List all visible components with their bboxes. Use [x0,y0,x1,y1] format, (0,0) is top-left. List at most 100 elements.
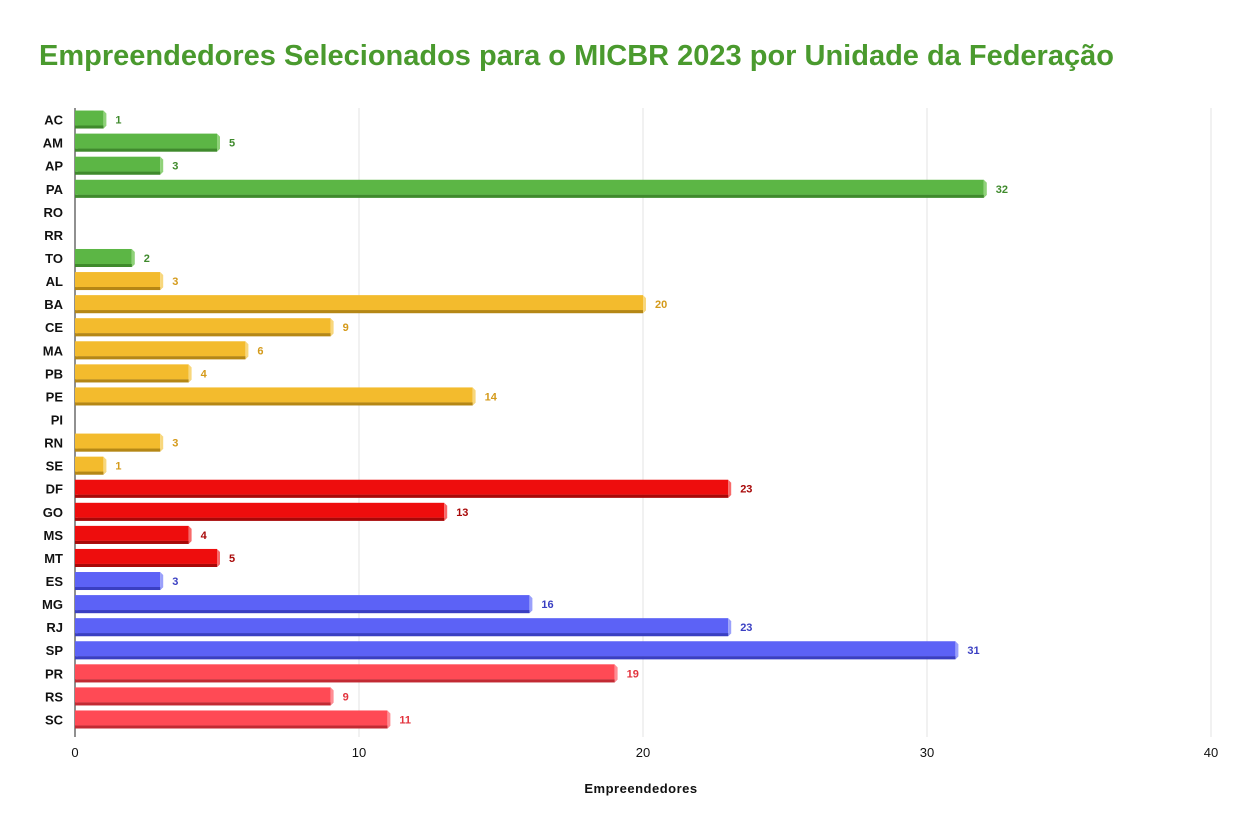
bar [75,525,192,544]
bar-base-face [75,540,189,544]
bar-base-face [75,194,984,198]
data-label: 16 [541,599,553,611]
bar-side-face [160,272,164,291]
bar [75,318,334,337]
bar-base-face [75,310,643,314]
bar-base-face [75,287,161,291]
category-label: SP [46,643,64,658]
bar [75,595,533,614]
bar-side-face [614,664,618,683]
category-label: MS [44,528,64,543]
bar-front-face [75,502,445,518]
bar-base-face [75,563,217,567]
category-label: RS [45,689,63,704]
category-label: RR [44,228,63,243]
category-label: SC [45,712,64,727]
data-label: 31 [967,645,979,657]
category-label: GO [43,505,63,520]
bar-base-face [75,494,729,498]
bar-front-face [75,456,104,472]
bar [75,664,618,683]
bar-base-face [75,702,331,706]
x-tick-label: 10 [352,745,366,760]
bar-base-face [75,448,161,452]
x-axis-title: Empreendedores [584,781,697,796]
bar-front-face [75,272,161,288]
x-tick-label: 40 [1204,745,1218,760]
data-label: 32 [996,184,1008,196]
category-label: ES [46,574,64,589]
bar-side-face [472,387,476,406]
bar-front-face [75,664,615,680]
x-tick-label: 0 [71,745,78,760]
data-label: 3 [172,438,178,450]
bar [75,479,732,498]
data-label: 23 [740,484,752,496]
data-label: 4 [201,368,208,380]
bar-side-face [330,318,334,337]
data-label: 4 [201,530,208,542]
bar-front-face [75,156,161,172]
category-label: PI [51,413,63,428]
bar-base-face [75,263,132,267]
bar-layer [75,110,987,729]
bar [75,156,164,175]
bar-side-face [103,110,107,129]
category-label: PB [45,366,63,381]
data-label: 9 [343,691,349,703]
bar [75,295,646,314]
bar-front-face [75,387,473,403]
bar-base-face [75,379,189,383]
category-label: RJ [46,620,63,635]
bar-front-face [75,479,729,495]
bar [75,248,135,267]
data-label: 11 [399,714,411,726]
bar-front-face [75,687,331,703]
data-label: 1 [115,461,121,473]
bar-front-face [75,318,331,334]
data-label: 20 [655,299,667,311]
bar-base-face [75,402,473,406]
bar-front-face [75,133,217,149]
data-label: 3 [172,161,178,173]
bar-base-face [75,587,161,591]
category-label: DF [46,482,63,497]
data-label: 5 [229,553,235,565]
bar-side-face [131,248,135,267]
category-label: CE [45,320,63,335]
bar-side-face [160,156,164,175]
bar-side-face [444,502,448,521]
x-tick-label: 20 [636,745,650,760]
bar-base-face [75,725,388,729]
x-tick-label: 30 [920,745,934,760]
bar-side-face [529,595,533,614]
bar-side-face [387,710,391,729]
bar [75,110,107,129]
bar-front-face [75,364,189,380]
bar-front-face [75,341,246,357]
bar-side-face [728,618,732,637]
bar-side-face [217,548,220,567]
category-label: PR [45,666,64,681]
bar-front-face [75,618,729,634]
bar-front-face [75,525,189,541]
bar [75,433,164,452]
bar [75,548,220,567]
bar [75,179,987,198]
bar [75,710,391,729]
bar-side-face [188,364,192,383]
label-layer: 0 10 20 30 40 AC 1 AM 5 AP 3 PA 32 RO RR TO 2 AL 3 BA 20 CE 9 M… [42,113,1218,760]
chart-title: Empreendedores Selecionados para o MICBR… [39,40,1114,72]
bar-base-face [75,610,530,614]
bar-front-face [75,710,388,726]
category-label: PE [46,389,64,404]
bar [75,364,192,383]
bar-side-face [330,687,334,706]
bar-base-face [75,471,104,475]
category-label: RN [44,436,63,451]
bar-front-face [75,295,643,311]
data-label: 1 [115,115,121,127]
data-label: 13 [456,507,468,519]
bar-side-face [160,433,164,452]
